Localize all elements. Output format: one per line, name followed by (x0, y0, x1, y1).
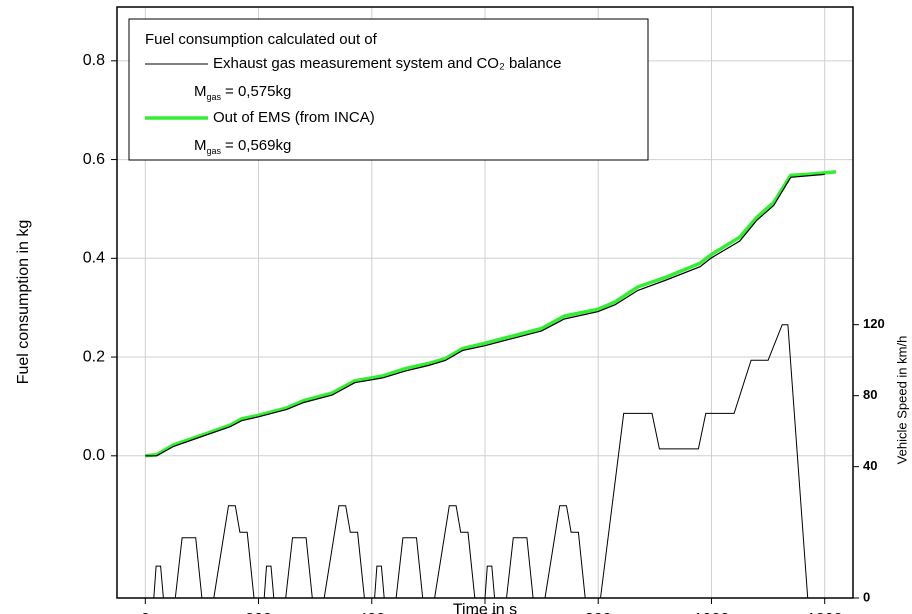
y-tick-label: 0.6 (83, 151, 105, 168)
y-tick-label: 0.8 (83, 52, 105, 69)
y2-axis-title: Vehicle Speed in km/h (894, 336, 909, 465)
legend-label: Exhaust gas measurement system and CO₂ b… (213, 55, 562, 72)
y2-tick-label: 80 (863, 387, 877, 402)
y2-tick-label: 0 (863, 589, 870, 604)
fuel-line (145, 170, 837, 458)
legend-title: Fuel consumption calculated out of (145, 31, 378, 48)
plot-area (145, 170, 837, 598)
y2-tick-label: 120 (863, 316, 885, 331)
note-subscript: gas (207, 146, 222, 156)
speed-line (147, 324, 809, 598)
x-tick-label: 1200 (807, 611, 843, 614)
legend-note: Mgas = 0,575kg (194, 83, 291, 102)
x-tick-label: 600 (472, 611, 499, 614)
fuel-line (145, 173, 825, 457)
note-text: = 0,569kg (225, 137, 291, 154)
x-tick-label: 400 (358, 611, 385, 614)
y-axis-title: Fuel consumption in kg (15, 220, 32, 385)
plot-frame (116, 6, 854, 599)
x-axis-title: Time in s (453, 601, 517, 614)
x-tick-label: 200 (245, 611, 272, 614)
legend-note: Mgas = 0,569kg (194, 137, 291, 156)
y-tick-label: 0.0 (83, 447, 105, 464)
x-tick-label: 0 (141, 611, 150, 614)
note-text: = 0,575kg (225, 83, 291, 100)
note-symbol: M (194, 137, 207, 154)
note-symbol: M (194, 83, 207, 100)
y-tick-label: 0.2 (83, 348, 105, 365)
x-tick-label: 1000 (694, 611, 730, 614)
y-tick-label: 0.4 (83, 250, 105, 267)
y2-tick-label: 40 (863, 458, 877, 473)
note-subscript: gas (207, 92, 222, 102)
legend-box (128, 18, 649, 161)
legend-label: Out of EMS (from INCA) (213, 109, 375, 126)
x-tick-label: 800 (585, 611, 612, 614)
